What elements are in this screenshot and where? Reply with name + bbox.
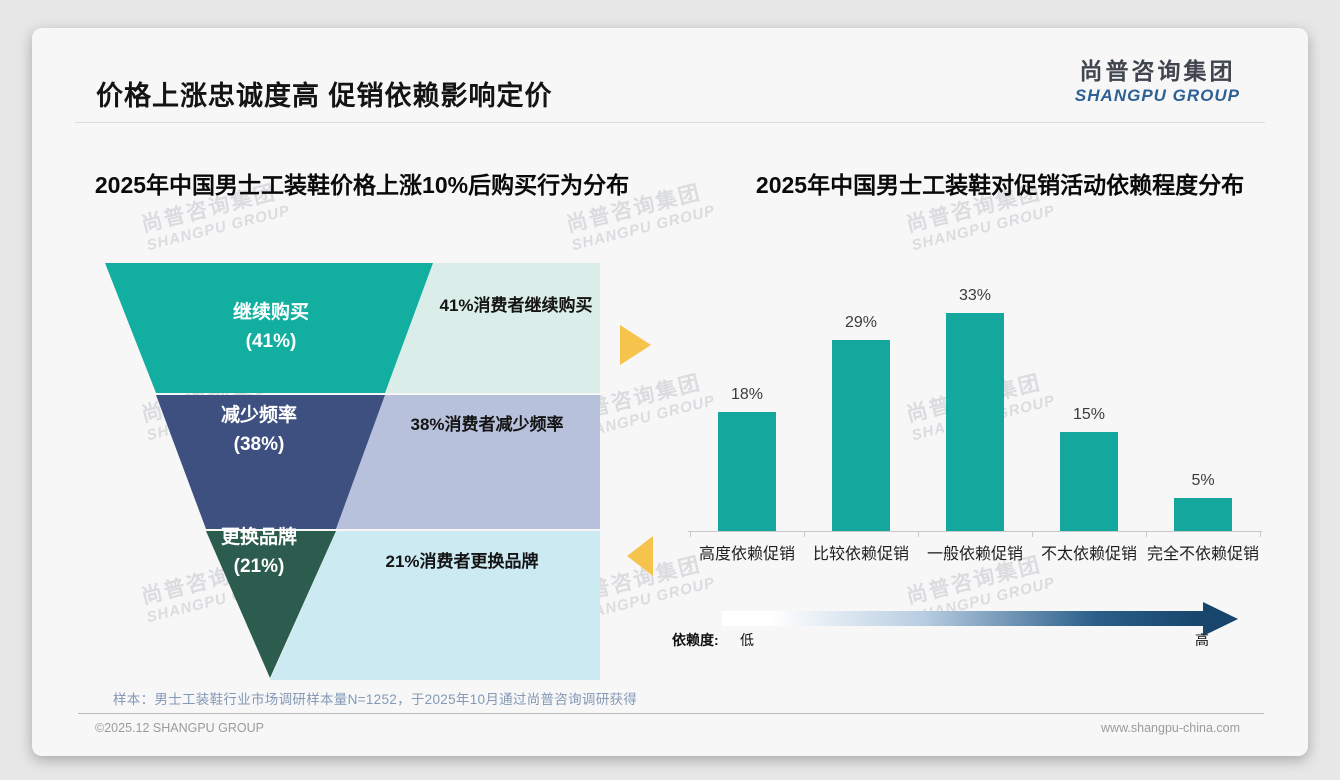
x-axis-tick xyxy=(1146,532,1147,537)
bar xyxy=(1174,498,1232,531)
funnel-annotation-panel xyxy=(336,395,600,529)
funnel-segment-label: 更换品牌 xyxy=(221,525,297,548)
x-axis-tick xyxy=(690,532,691,537)
bar-category-label: 高度依赖促销 xyxy=(698,546,795,563)
funnel-annotation-panel xyxy=(270,531,600,680)
funnel-chart-title: 2025年中国男士工装鞋价格上涨10%后购买行为分布 xyxy=(94,172,630,198)
x-axis-tick xyxy=(1032,532,1033,537)
bar-category-label: 比较依赖促销 xyxy=(812,546,909,563)
funnel-segment xyxy=(206,531,336,678)
slide-card: 尚普咨询集团 SHANGPU GROUP 尚普咨询集团 SHANGPU GROUP 尚普… xyxy=(32,28,1308,756)
bar-chart-title: 2025年中国男士工装鞋对促销活动依赖程度分布 xyxy=(755,172,1245,198)
funnel-segment-label: 减少频率 xyxy=(221,403,297,426)
dependency-high-label: 高 xyxy=(1195,632,1209,648)
bar-category-label: 完全不依赖促销 xyxy=(1146,546,1259,563)
header-divider xyxy=(75,122,1265,123)
arrow-left-icon xyxy=(627,536,653,576)
funnel-annotation-text: 41%消费者继续购买 xyxy=(439,295,592,315)
funnel-segment-pct: (38%) xyxy=(234,434,285,455)
bar-value-label: 33% xyxy=(958,287,992,304)
logo-cn-text: 尚普咨询集团 xyxy=(1079,58,1236,84)
bar-category-label: 一般依赖促销 xyxy=(926,546,1023,563)
x-axis-tick xyxy=(918,532,919,537)
footer-divider xyxy=(78,713,1264,714)
gradient-arrowhead-icon xyxy=(1203,602,1238,636)
funnel-segment xyxy=(156,395,385,529)
bar-value-label: 18% xyxy=(730,386,764,403)
funnel-segment-pct: (41%) xyxy=(246,331,297,352)
dependency-gradient-arrow xyxy=(722,602,1238,636)
company-logo: 尚普咨询集团 SHANGPU GROUP xyxy=(1075,58,1240,105)
funnel-segment-pct: (21%) xyxy=(234,556,285,577)
footer-website: www.shangpu-china.com xyxy=(1101,721,1240,735)
bar-value-label: 29% xyxy=(844,314,878,331)
x-axis xyxy=(688,531,1262,532)
bar-chart: 18% 高度依赖促销 29% 比较依赖促销 33% 一般依赖促销 15% 不太依赖促销 5% 完全… xyxy=(688,287,1262,570)
bar-value-label: 15% xyxy=(1072,406,1106,423)
dependency-low-label: 低 xyxy=(740,632,754,648)
page-title: 价格上涨忠诚度高 促销依赖影响定价 xyxy=(96,81,553,111)
bar xyxy=(1060,432,1118,531)
dependency-axis-label: 依赖度: xyxy=(672,632,719,648)
bar xyxy=(946,313,1004,531)
bar xyxy=(718,412,776,531)
bar xyxy=(832,340,890,531)
x-axis-tick xyxy=(804,532,805,537)
bar-value-label: 5% xyxy=(1191,472,1215,489)
funnel-annotation-text: 38%消费者减少频率 xyxy=(410,414,563,434)
sample-note: 样本：男士工装鞋行业市场调研样本量N=1252，于2025年10月通过尚普咨询调… xyxy=(113,692,638,707)
funnel-segment xyxy=(105,263,433,393)
funnel-annotation-panel xyxy=(385,263,600,393)
arrow-right-icon xyxy=(620,325,651,365)
funnel-segment-label: 继续购买 xyxy=(233,300,309,323)
footer-copyright: ©2025.12 SHANGPU GROUP xyxy=(95,721,264,735)
x-axis-tick xyxy=(1260,532,1261,537)
bar-category-label: 不太依赖促销 xyxy=(1040,546,1137,563)
funnel-annotation-text: 21%消费者更换品牌 xyxy=(385,551,538,571)
gradient-bar xyxy=(722,611,1203,626)
logo-en-text: SHANGPU GROUP xyxy=(1074,85,1240,105)
